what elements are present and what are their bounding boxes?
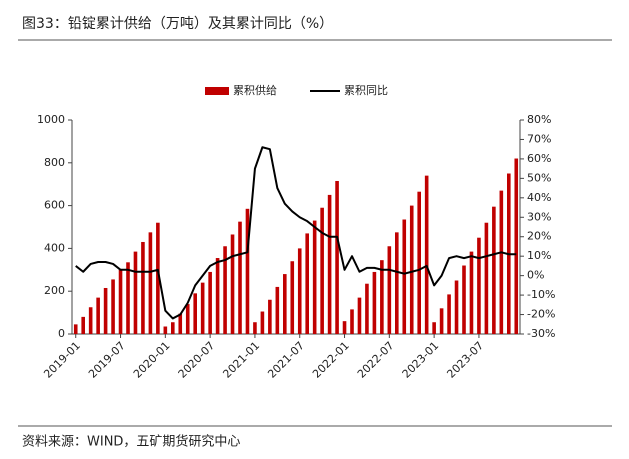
bar: [163, 326, 168, 334]
bar: [417, 191, 421, 334]
bar: [492, 206, 496, 334]
y2-tick-label: 60%: [527, 152, 551, 165]
bar: [268, 299, 272, 334]
y2-tick-label: 20%: [527, 230, 551, 243]
bar: [178, 313, 183, 334]
bar: [402, 219, 407, 334]
bar: [118, 269, 123, 334]
bar: [320, 207, 324, 334]
bar: [238, 221, 242, 334]
x-tick-label: 2022-07: [355, 339, 397, 381]
y2-tick-label: 30%: [527, 210, 551, 223]
bar: [193, 293, 197, 334]
bar: [312, 220, 317, 334]
bar: [424, 175, 429, 334]
y2-tick-label: -10%: [527, 288, 555, 301]
y2-tick-label: 10%: [527, 249, 551, 262]
bar: [253, 322, 257, 334]
y2-tick-label: 80%: [527, 113, 551, 126]
bar: [454, 280, 459, 334]
y-tick-label: 400: [44, 241, 65, 254]
bar: [283, 274, 287, 334]
x-tick-label: 2021-07: [265, 339, 307, 381]
bar: [73, 324, 78, 334]
bar: [335, 180, 339, 334]
x-tick-label: 2022-01: [310, 339, 352, 381]
bar: [395, 232, 399, 334]
x-tick-label: 2020-01: [131, 339, 173, 381]
bar: [357, 297, 362, 334]
y2-tick-label: -30%: [527, 327, 555, 340]
y-tick-label: 800: [44, 156, 65, 169]
bar: [111, 279, 115, 334]
x-tick-label: 2019-01: [41, 339, 83, 381]
bar: [126, 262, 130, 334]
bar: [290, 261, 295, 334]
bar: [499, 190, 504, 334]
y2-tick-label: 40%: [527, 191, 551, 204]
source: 资料来源：WIND，五矿期货研究中心: [22, 434, 240, 450]
bar: [350, 309, 354, 334]
bar: [380, 260, 384, 334]
chart-title: 图33：铅锭累计供给（万吨）及其累计同比（%）: [22, 16, 333, 32]
bar: [141, 241, 145, 334]
bar: [148, 232, 153, 334]
bar: [245, 208, 250, 334]
bar: [297, 248, 302, 334]
bar: [88, 307, 93, 334]
bar: [447, 294, 451, 334]
bar: [439, 308, 444, 334]
y-tick-label: 1000: [37, 113, 65, 126]
y-tick-label: 0: [58, 327, 65, 340]
x-tick-label: 2023-07: [444, 339, 486, 381]
bar: [185, 304, 190, 334]
y-tick-label: 200: [44, 284, 65, 297]
bar: [156, 222, 160, 334]
bar: [484, 222, 489, 334]
bar: [305, 233, 309, 334]
bar: [260, 311, 265, 334]
bar: [342, 321, 347, 334]
bar: [409, 205, 414, 334]
bar: [365, 283, 369, 334]
bar: [387, 246, 392, 334]
y-tick-label: 600: [44, 199, 65, 212]
bar: [81, 316, 85, 334]
bar: [477, 237, 481, 334]
bar: [223, 246, 227, 334]
legend-label: 累积同比: [344, 84, 388, 97]
legend-swatch: [205, 87, 229, 95]
bar: [208, 271, 212, 334]
x-tick-label: 2023-01: [400, 339, 442, 381]
bar: [372, 271, 377, 334]
bar: [469, 251, 474, 334]
legend-label: 累积供给: [233, 83, 277, 97]
bar: [230, 234, 235, 334]
bar: [462, 265, 466, 334]
bar: [215, 258, 220, 334]
bar: [432, 322, 436, 334]
bar: [327, 194, 332, 334]
bar: [514, 158, 519, 334]
line: [75, 146, 517, 320]
y2-tick-label: 0%: [527, 269, 544, 282]
x-tick-label: 2019-07: [86, 339, 128, 381]
y2-tick-label: 50%: [527, 171, 551, 184]
y2-tick-label: -20%: [527, 308, 555, 321]
bar: [103, 287, 108, 334]
bar: [96, 297, 100, 334]
bar: [200, 282, 205, 334]
y2-tick-label: 70%: [527, 132, 551, 145]
bar: [171, 322, 175, 334]
bar: [275, 286, 280, 334]
bar: [133, 251, 138, 334]
x-tick-label: 2021-01: [220, 339, 262, 381]
x-tick-label: 2020-07: [176, 339, 218, 381]
